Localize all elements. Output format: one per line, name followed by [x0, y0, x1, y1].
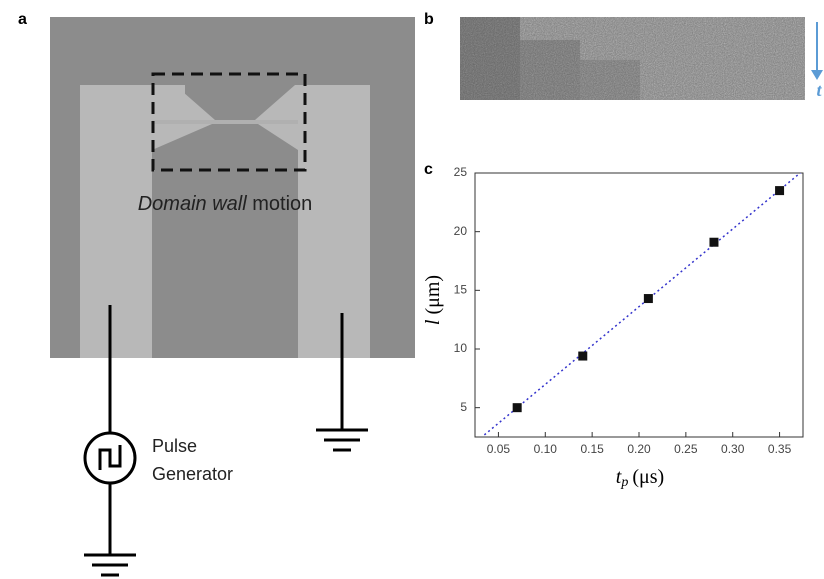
y-symbol: l	[422, 319, 444, 325]
panel-label: b	[424, 11, 434, 28]
source-label: Pulse	[152, 436, 197, 456]
x-subscript: p	[620, 475, 628, 490]
data-point	[775, 186, 785, 196]
data-point	[512, 403, 522, 413]
annotation-text: motion	[252, 193, 312, 215]
annotation: Domain wall motion	[138, 193, 313, 215]
data-point	[709, 237, 719, 247]
y-tick-label: 15	[454, 283, 468, 297]
data-point	[643, 294, 653, 304]
panel-label: c	[424, 161, 433, 178]
x-tick-label: 0.10	[534, 442, 558, 456]
x-tick-label: 0.35	[768, 442, 792, 456]
circuit	[83, 305, 368, 577]
fit-line	[483, 173, 802, 436]
kerr-image	[460, 17, 805, 100]
x-axis-label: tp (μs)	[616, 466, 664, 491]
y-tick-label: 20	[454, 224, 468, 238]
x-unit: (μs)	[632, 466, 664, 488]
x-symbol: t	[616, 466, 622, 488]
panel-label: a	[18, 11, 27, 28]
time-arrow-head	[811, 70, 823, 80]
annotation-italic: Domain wall	[138, 193, 247, 215]
time-label: t	[816, 80, 822, 100]
y-axis-label: l (μm)	[422, 275, 444, 325]
x-tick-label: 0.30	[721, 442, 745, 456]
x-tick-label: 0.05	[487, 442, 511, 456]
x-tick-label: 0.15	[580, 442, 604, 456]
y-unit: (μm)	[422, 275, 444, 315]
source-label: Generator	[152, 464, 233, 484]
y-tick-label: 25	[454, 165, 468, 179]
plot-frame	[474, 172, 804, 438]
x-tick-label: 0.25	[674, 442, 698, 456]
plot-area	[483, 173, 802, 436]
sem-image	[50, 17, 415, 358]
x-tick-label: 0.20	[627, 442, 651, 456]
data-point	[578, 351, 588, 361]
y-tick-label: 10	[454, 341, 468, 355]
y-tick-label: 5	[460, 400, 467, 414]
